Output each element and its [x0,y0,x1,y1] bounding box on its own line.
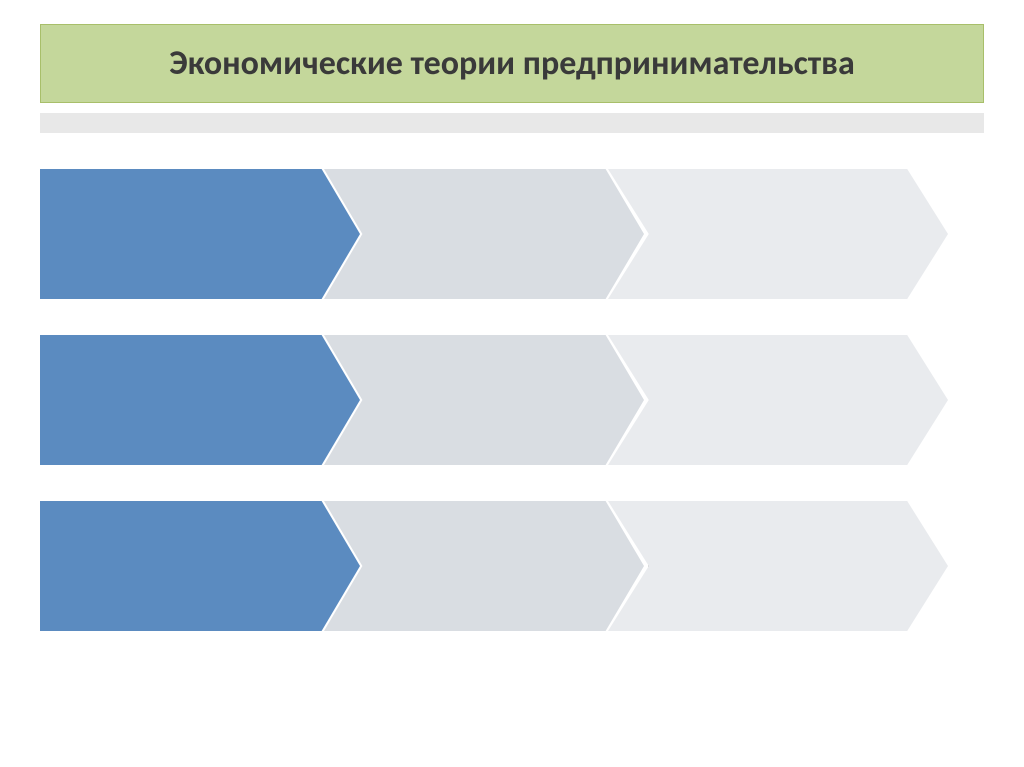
chevron-shape [608,501,948,631]
row2-box-author: Шумпетер [324,335,644,465]
chevron-shape [40,169,360,299]
chevron-shape [608,169,948,299]
row1-box-desc: ОБОСОБЛЕНИЕ ПРЕДПРИНИМАТЕЛЯ ОТ СОБСТВЕНН… [608,169,948,299]
row-2: Теория инновации Шумпетер "...делать не … [40,335,984,465]
row3-box-theory: Теория личности [40,501,360,631]
chevron-shape [40,501,360,631]
title-underbar [40,113,984,133]
chevron-shape [40,335,360,465]
chevron-shape [324,169,644,299]
row1-box-author: ЭКОНОМИСТ Кантильон (автор термина) [324,169,644,299]
chevron-shape [608,335,948,465]
slide: Экономические теории предпринимательства… [0,0,1024,767]
row1-box-theory: ФРАНЦИЯ 18 ВЕК ТЕОРИЯ РИСКА [40,169,360,299]
row2-box-theory: Теория инновации [40,335,360,465]
row-3: Теория личности Мизес Хаек выбор наиболе… [40,501,984,631]
row3-box-author: Мизес Хаек [324,501,644,631]
row2-box-desc: "...делать не так, как делают другие" [608,335,948,465]
slide-title: Экономические теории предпринимательства [65,43,959,84]
row3-box-desc: выбор наиболее пригодных методов для сна… [608,501,948,631]
title-box: Экономические теории предпринимательства [40,24,984,103]
chevron-shape [324,335,644,465]
rows-container: ФРАНЦИЯ 18 ВЕК ТЕОРИЯ РИСКА ЭКОНОМИСТ Ка… [40,169,984,631]
chevron-shape [324,501,644,631]
row-1: ФРАНЦИЯ 18 ВЕК ТЕОРИЯ РИСКА ЭКОНОМИСТ Ка… [40,169,984,299]
